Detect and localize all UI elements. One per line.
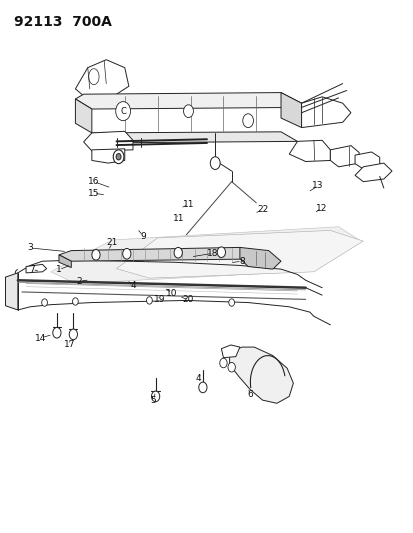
Polygon shape [116,230,362,278]
Text: 12: 12 [315,204,326,213]
Circle shape [92,249,100,260]
Circle shape [228,362,235,372]
Polygon shape [92,132,297,143]
Polygon shape [301,97,350,127]
Polygon shape [221,345,239,358]
Polygon shape [330,146,358,167]
Text: 17: 17 [63,341,75,350]
Circle shape [122,248,131,259]
Text: 20: 20 [183,295,194,304]
Circle shape [151,391,159,402]
Circle shape [219,358,227,368]
Text: 22: 22 [256,205,268,214]
Circle shape [53,327,61,338]
Text: 19: 19 [154,295,165,304]
Circle shape [146,297,152,304]
Text: 11: 11 [173,214,184,223]
Polygon shape [289,140,330,161]
Polygon shape [92,149,124,163]
Polygon shape [59,247,256,261]
Circle shape [72,298,78,305]
Circle shape [174,247,182,258]
Text: 14: 14 [35,334,46,343]
Polygon shape [280,93,301,127]
Polygon shape [354,152,379,169]
Polygon shape [5,273,18,310]
Circle shape [115,102,130,120]
Polygon shape [59,255,71,268]
Text: 15: 15 [88,189,100,198]
Polygon shape [75,60,128,97]
Text: 11: 11 [182,200,194,209]
Circle shape [217,247,225,257]
Text: 3: 3 [27,244,33,253]
Text: 4: 4 [195,374,201,383]
Circle shape [183,105,193,117]
Text: 10: 10 [166,288,177,297]
Text: 92113  700A: 92113 700A [14,14,112,29]
Text: C: C [120,107,126,116]
Polygon shape [354,163,391,182]
Text: 7: 7 [29,265,35,273]
Polygon shape [75,99,92,133]
Text: 13: 13 [311,181,323,190]
Text: 2: 2 [76,277,82,286]
Text: 4: 4 [130,281,135,290]
Polygon shape [83,131,133,151]
Text: 18: 18 [207,249,218,258]
Text: 21: 21 [107,238,118,247]
Circle shape [242,114,253,127]
Text: 16: 16 [88,177,100,186]
Circle shape [198,382,206,393]
Polygon shape [239,247,280,269]
Polygon shape [75,93,301,109]
Text: 8: 8 [238,257,244,265]
Circle shape [113,150,123,164]
Polygon shape [51,227,358,284]
Polygon shape [229,347,293,403]
Circle shape [228,299,234,306]
Circle shape [210,157,220,169]
Text: 9: 9 [140,232,146,241]
Text: 6: 6 [247,390,252,399]
Circle shape [69,329,77,340]
Circle shape [42,299,47,306]
Text: 5: 5 [150,395,156,405]
Polygon shape [26,264,47,273]
Circle shape [116,154,121,160]
Text: 1: 1 [56,265,62,274]
